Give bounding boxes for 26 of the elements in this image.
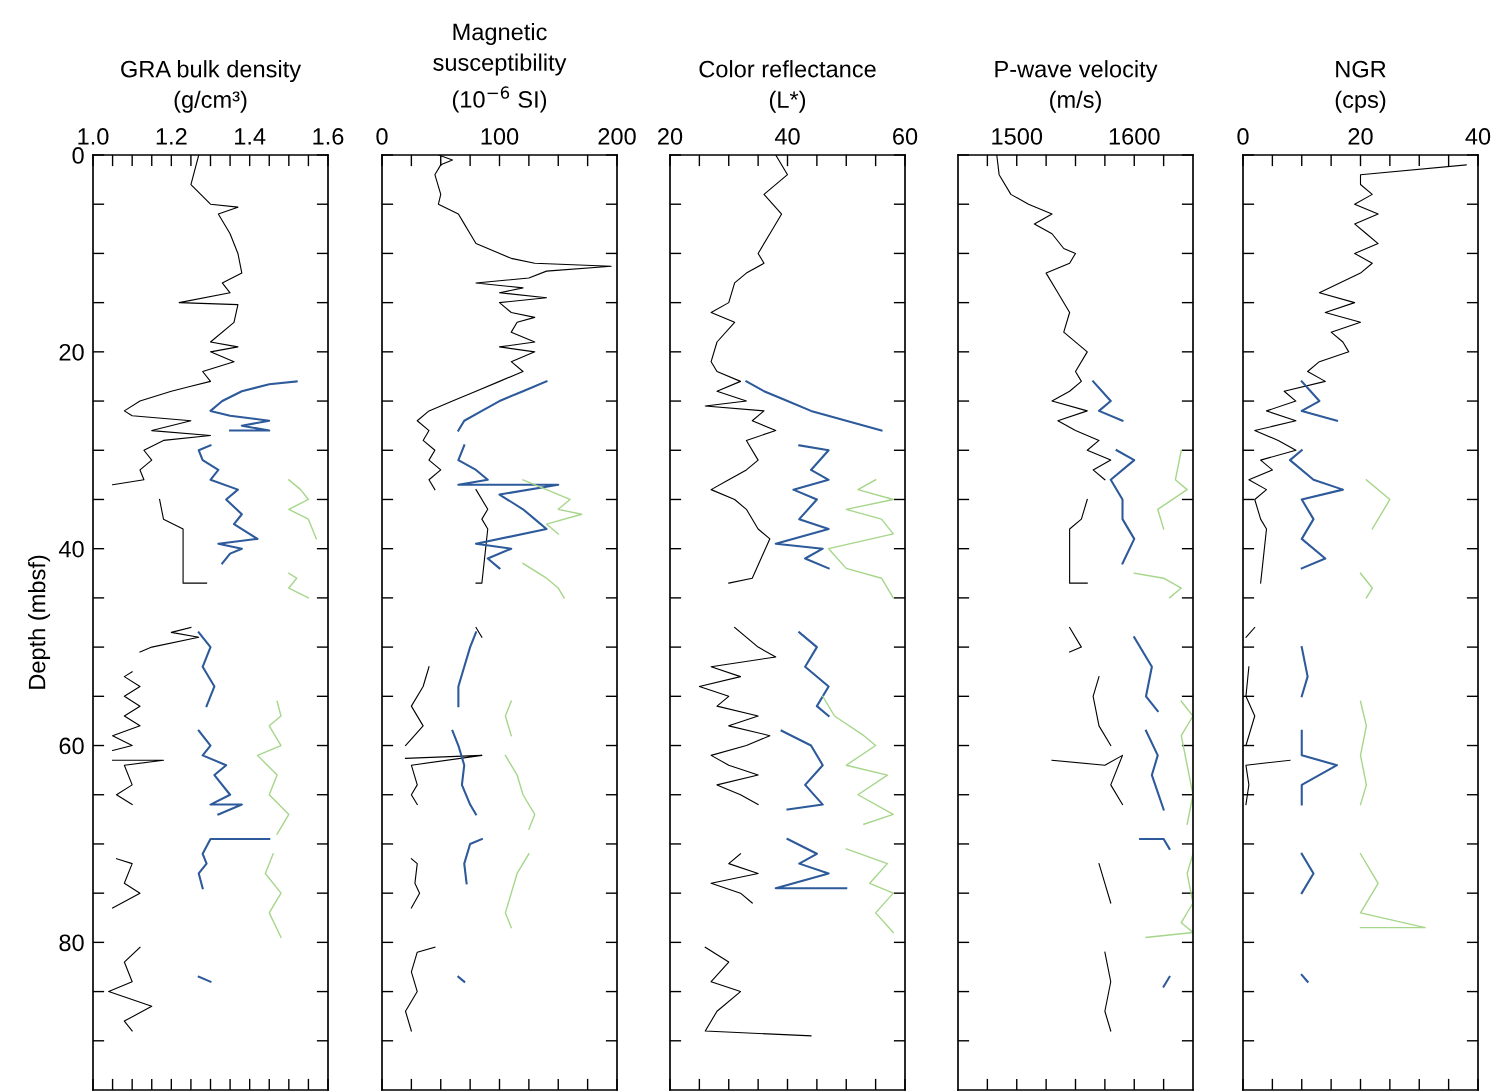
y-tick-label: 20 bbox=[59, 343, 84, 361]
chart-title: GRA bulk density (g/cm³) bbox=[121, 60, 302, 113]
x-tick-label: 20 bbox=[658, 128, 683, 145]
x-tick-label: 0 bbox=[1237, 128, 1249, 145]
chart-title: NGR (cps) bbox=[1335, 60, 1386, 113]
x-tick-label: 40 bbox=[1465, 128, 1491, 145]
y-tick-label: 80 bbox=[59, 934, 84, 952]
x-tick-label: 1.6 bbox=[313, 128, 344, 145]
y-tick-label: 60 bbox=[59, 737, 84, 755]
x-tick-label: 1500 bbox=[992, 128, 1043, 145]
y-tick-label: 40 bbox=[58, 540, 84, 558]
chart-title: Color reflectance (L*) bbox=[699, 60, 876, 113]
x-tick-label: 20 bbox=[1348, 128, 1373, 145]
x-tick-label: 200 bbox=[598, 128, 636, 145]
x-tick-label: 40 bbox=[774, 128, 800, 145]
x-tick-label: 1.2 bbox=[156, 128, 187, 145]
y-tick-label: 0 bbox=[72, 147, 84, 164]
x-tick-label: 0 bbox=[376, 128, 388, 145]
x-tick-label: 1.0 bbox=[78, 128, 109, 145]
x-tick-label: 100 bbox=[481, 128, 519, 145]
chart-title: P-wave velocity (m/s) bbox=[995, 60, 1158, 113]
y-axis-title: Depth (mbsf) bbox=[28, 555, 51, 689]
x-tick-label: 1600 bbox=[1109, 128, 1160, 145]
x-tick-label: 60 bbox=[893, 128, 918, 145]
x-tick-label: 1.4 bbox=[235, 128, 266, 145]
chart-title: Magnetic susceptibility (10$^{−6}$ SI) bbox=[433, 22, 567, 113]
